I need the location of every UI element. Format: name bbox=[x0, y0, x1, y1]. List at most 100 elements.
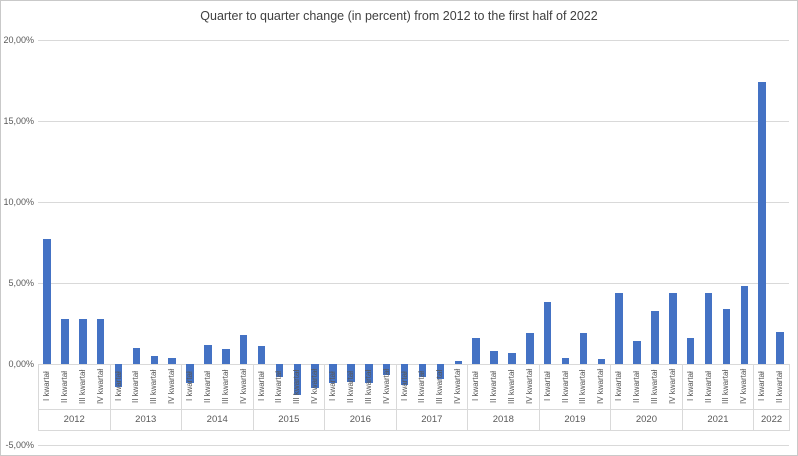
bar-2022-Q1 bbox=[758, 82, 766, 364]
quarter-label: IV kwartał bbox=[453, 368, 463, 405]
bar-2018-Q1 bbox=[472, 338, 480, 364]
quarter-label: IV kwartał bbox=[95, 368, 105, 405]
gridline bbox=[38, 40, 789, 41]
bar-2015-Q2 bbox=[275, 364, 284, 377]
quarter-label: I kwartał bbox=[399, 371, 409, 402]
quarter-label: I kwartał bbox=[185, 371, 194, 402]
quarter-label: III kwartał bbox=[149, 369, 159, 404]
y-tick-label: 5,00% bbox=[8, 277, 34, 288]
year-label: 2015 bbox=[278, 414, 300, 425]
bar-2019-Q4 bbox=[597, 359, 605, 364]
quarter-label: III kwartał bbox=[506, 369, 516, 404]
bar-2014-Q3 bbox=[222, 349, 230, 364]
bar-2017-Q3 bbox=[436, 364, 445, 379]
quarter-label: II kwartał bbox=[59, 370, 69, 403]
quarter-label: II kwartał bbox=[489, 370, 498, 403]
axis-level-divider bbox=[39, 409, 110, 410]
bar-2018-Q2 bbox=[490, 351, 498, 364]
axis-level-divider bbox=[754, 409, 789, 410]
year-label: 2020 bbox=[635, 414, 657, 425]
quarter-label: II kwartał bbox=[632, 370, 641, 403]
quarter-label: IV kwartał bbox=[596, 368, 606, 405]
axis-level-divider bbox=[611, 409, 682, 410]
quarter-label: I kwartał bbox=[757, 371, 767, 402]
quarter-label: II kwartał bbox=[345, 370, 355, 403]
quarter-label: III kwartał bbox=[435, 369, 445, 404]
bar-2019-Q1 bbox=[543, 302, 552, 364]
year-label: 2016 bbox=[349, 414, 371, 425]
year-label: 2013 bbox=[135, 414, 157, 425]
bar-2021-Q3 bbox=[722, 308, 731, 364]
gridline bbox=[38, 445, 789, 446]
quarter-label: I kwartał bbox=[471, 371, 481, 402]
bar-2012-Q3 bbox=[79, 318, 87, 364]
quarter-label: IV kwartał bbox=[238, 368, 248, 405]
gridline bbox=[38, 283, 789, 284]
axis-level-divider bbox=[539, 409, 611, 410]
bar-2012-Q2 bbox=[61, 318, 69, 364]
quarter-label: I kwartał bbox=[685, 371, 695, 402]
year-label: 2022 bbox=[761, 414, 783, 425]
bar-2016-Q3 bbox=[365, 364, 373, 384]
bar-2021-Q4 bbox=[740, 286, 748, 364]
bar-2021-Q2 bbox=[704, 292, 713, 364]
bar-2019-Q3 bbox=[579, 333, 588, 364]
quarter-label: III kwartał bbox=[649, 369, 659, 404]
quarter-label: IV kwartał bbox=[524, 368, 534, 405]
quarter-label: III kwartał bbox=[77, 369, 87, 404]
year-label: 2014 bbox=[206, 414, 228, 425]
axis-level-divider bbox=[182, 409, 253, 410]
bar-2021-Q1 bbox=[686, 338, 695, 364]
quarter-label: I kwartał bbox=[614, 371, 624, 402]
y-tick-label: 0,00% bbox=[8, 358, 34, 369]
y-tick-label: -5,00% bbox=[5, 439, 34, 450]
quarter-label: IV kwartał bbox=[739, 368, 749, 405]
bar-2017-Q4 bbox=[454, 360, 462, 364]
axis-level-divider bbox=[253, 409, 325, 410]
quarter-label: III kwartał bbox=[220, 369, 230, 404]
bar-2020-Q2 bbox=[633, 341, 641, 364]
quarter-label: II kwartał bbox=[202, 370, 212, 403]
bar-2020-Q4 bbox=[669, 292, 677, 364]
year-label: 2018 bbox=[492, 414, 514, 425]
axis-level-divider bbox=[468, 409, 539, 410]
axis-level-divider bbox=[396, 409, 468, 410]
gridline bbox=[38, 121, 789, 122]
quarter-label: III kwartał bbox=[292, 369, 302, 404]
bar-2022-Q2 bbox=[776, 331, 784, 364]
bar-2018-Q4 bbox=[526, 333, 534, 364]
axis-level-divider bbox=[682, 409, 754, 410]
year-label: 2019 bbox=[564, 414, 586, 425]
quarter-label: II kwartał bbox=[131, 370, 141, 403]
quarter-label: I kwartał bbox=[113, 371, 123, 402]
bar-2012-Q4 bbox=[96, 318, 105, 364]
quarter-label: II kwartał bbox=[775, 370, 785, 403]
quarter-label: IV kwartał bbox=[167, 368, 177, 405]
year-label: 2017 bbox=[421, 414, 443, 425]
bar-2013-Q1 bbox=[114, 364, 123, 387]
quarter-label: IV kwartał bbox=[667, 368, 677, 405]
quarter-label: II kwartał bbox=[560, 370, 570, 403]
quarter-label: IV kwartał bbox=[310, 368, 320, 405]
bar-2015-Q3 bbox=[293, 364, 301, 395]
quarter-label: II kwartał bbox=[417, 370, 427, 403]
y-tick-label: 15,00% bbox=[3, 115, 34, 126]
bar-2016-Q4 bbox=[382, 364, 391, 376]
bar-2017-Q1 bbox=[400, 364, 409, 386]
bar-2017-Q2 bbox=[418, 364, 427, 377]
chart-title: Quarter to quarter change (in percent) f… bbox=[200, 9, 598, 23]
year-label: 2012 bbox=[63, 414, 85, 425]
bar-2018-Q3 bbox=[508, 352, 516, 364]
bar-2012-Q1 bbox=[43, 239, 51, 364]
bar-2016-Q2 bbox=[347, 364, 355, 382]
axis-level-divider bbox=[325, 409, 396, 410]
bar-2015-Q4 bbox=[311, 364, 319, 389]
quarter-label: IV kwartał bbox=[381, 368, 391, 405]
bar-2019-Q2 bbox=[561, 357, 570, 364]
quarter-label: I kwartał bbox=[256, 371, 266, 402]
quarter-label: I kwartał bbox=[41, 371, 51, 402]
quarter-label: III kwartał bbox=[363, 369, 373, 404]
quarter-label: III kwartał bbox=[721, 369, 731, 404]
quarter-label: I kwartał bbox=[328, 371, 337, 402]
